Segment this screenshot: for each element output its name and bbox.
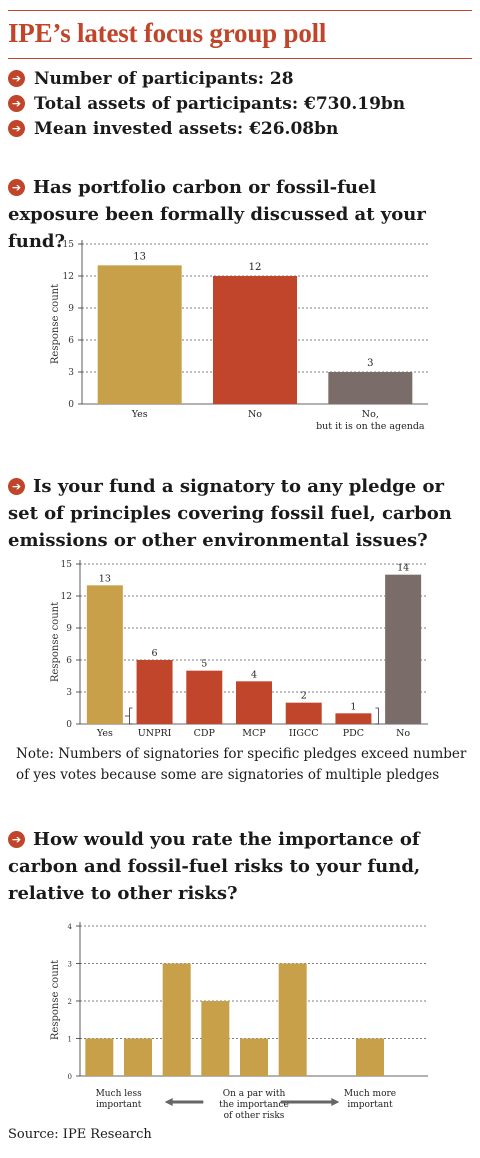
y-tick-label: 15: [61, 560, 73, 570]
y-axis-label: Response count: [50, 960, 61, 1040]
bar: [97, 265, 182, 404]
x-tick-label: MCP: [242, 728, 266, 739]
right-arrow-icon: [331, 1098, 340, 1106]
y-tick-label: 12: [63, 272, 74, 282]
bar: [335, 713, 372, 724]
stats-list: ➔ Number of participants: 28 ➔ Total ass…: [8, 66, 405, 141]
bar: [85, 1038, 114, 1076]
bar: [201, 1001, 230, 1076]
stat-text: Number of participants: 28: [34, 68, 294, 89]
stat-text: Mean invested assets: €26.08bn: [34, 118, 339, 139]
x-tick-label: Yes: [131, 409, 148, 420]
arrow-bullet-icon: ➔: [8, 478, 25, 495]
arrow-bullet-icon: ➔: [8, 120, 25, 137]
data-label: 2: [301, 691, 307, 702]
data-label: 13: [133, 251, 146, 262]
data-label: 1: [350, 701, 356, 712]
bar: [285, 702, 322, 724]
footnote: Note: Numbers of signatories for specifi…: [16, 746, 467, 783]
bar: [162, 963, 191, 1076]
y-tick-label: 6: [66, 656, 72, 666]
stat-total-assets: ➔ Total assets of participants: €730.19b…: [8, 91, 405, 116]
data-label: 6: [152, 648, 158, 659]
y-tick-label: 0: [66, 720, 72, 730]
y-tick-label: 15: [63, 240, 75, 250]
question-3: ➔ How would you rate the importance of ca…: [8, 826, 472, 907]
arrow-bullet-icon: ➔: [8, 179, 25, 196]
bar: [356, 1038, 384, 1076]
bracket-right: [375, 707, 379, 725]
data-label: 5: [201, 659, 207, 670]
question-1: ➔ Has portfolio carbon or fossil-fuel exp…: [8, 174, 472, 255]
bar: [236, 681, 272, 724]
y-axis-label: Response count: [50, 602, 61, 682]
bar: [278, 963, 307, 1076]
question-text: How would you rate the importance of car…: [8, 829, 421, 904]
x-tick-label: No: [396, 728, 410, 739]
arrow-bullet-icon: ➔: [8, 70, 25, 87]
y-tick-label: 12: [61, 592, 72, 602]
top-rule: [8, 10, 472, 11]
y-axis-label: Response count: [50, 284, 61, 364]
data-label: 4: [251, 669, 257, 680]
bar: [385, 574, 422, 724]
stat-participants: ➔ Number of participants: 28: [8, 66, 405, 91]
y-tick-label: 6: [68, 336, 74, 346]
scale-label: On a par with: [223, 1089, 286, 1099]
y-tick-label: 3: [66, 688, 72, 698]
x-tick-label: Yes: [96, 728, 113, 739]
source-credit: Source: IPE Research: [8, 1127, 152, 1142]
title-rule: [8, 58, 472, 59]
left-arrow-icon: [164, 1098, 173, 1106]
data-label: 14: [397, 563, 409, 574]
y-tick-label: 0: [68, 1073, 72, 1081]
bracket-left: [129, 707, 133, 725]
y-tick-label: 9: [66, 624, 72, 634]
bar: [328, 372, 413, 404]
y-tick-label: 3: [68, 961, 72, 969]
stat-text: Total assets of participants: €730.19bn: [34, 93, 406, 114]
data-label: 12: [249, 262, 262, 273]
question-text: Is your fund a signatory to any pledge o…: [8, 476, 452, 551]
question-text: Has portfolio carbon or fossil-fuel expo…: [8, 177, 426, 252]
scale-label: of other risks: [224, 1111, 285, 1121]
y-tick-label: 1: [68, 1036, 72, 1044]
bar: [186, 670, 223, 724]
bar: [124, 1038, 152, 1076]
y-tick-label: 0: [68, 400, 74, 410]
scale-label: Much more: [344, 1089, 396, 1099]
bar: [136, 660, 173, 724]
x-tick-label: PDC: [343, 728, 364, 739]
y-tick-label: 4: [68, 923, 73, 931]
scale-label: Much less: [96, 1089, 143, 1099]
stat-mean-assets: ➔ Mean invested assets: €26.08bn: [8, 116, 405, 141]
bar: [86, 585, 123, 724]
scale-label: important: [96, 1100, 142, 1110]
x-tick-label: No: [248, 409, 262, 420]
scale-label: important: [347, 1100, 393, 1110]
bar: [240, 1038, 268, 1076]
x-tick-label: CDP: [194, 728, 216, 739]
y-tick-label: 3: [68, 368, 74, 378]
arrow-bullet-icon: ➔: [8, 831, 25, 848]
chart-fund-discussion: 0 3 6 9 12 15 Response count 13 Yes 12 No 3 No,but i…: [50, 240, 428, 432]
x-tick-label: No,: [362, 409, 379, 420]
bar: [213, 276, 297, 404]
y-tick-label: 2: [68, 998, 72, 1006]
y-tick-label: 9: [68, 304, 74, 314]
x-tick-label: UNPRI: [138, 728, 172, 739]
x-tick-label: IIGCC: [289, 728, 319, 739]
question-2: ➔ Is your fund a signatory to any pledge …: [8, 473, 472, 554]
arrow-bullet-icon: ➔: [8, 95, 25, 112]
page-title: IPE’s latest focus group poll: [8, 18, 327, 48]
x-tick-label: but it is on the agenda: [316, 421, 425, 432]
data-label: 13: [99, 573, 111, 584]
scale-label: the importance: [219, 1100, 289, 1110]
data-label: 3: [367, 358, 373, 369]
